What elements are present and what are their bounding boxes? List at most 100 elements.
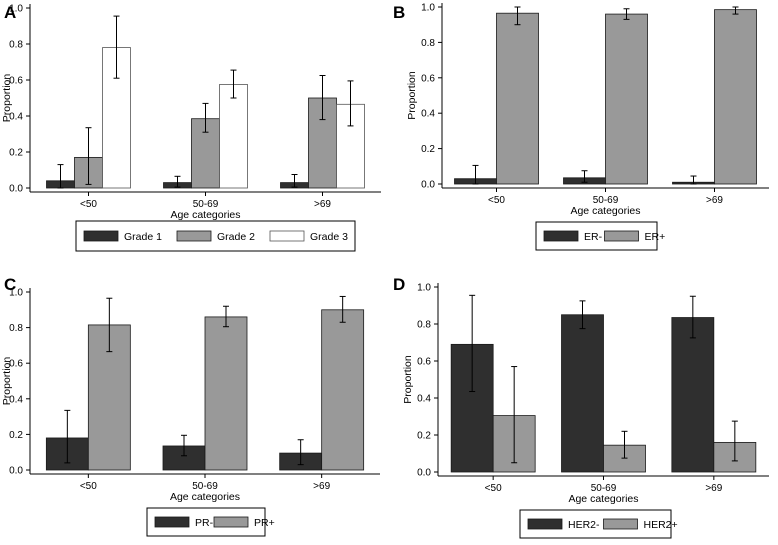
y-tick-label: 0.8	[417, 320, 431, 331]
y-tick-label: 0.0	[9, 184, 23, 195]
legend-swatch	[543, 230, 579, 242]
error-bar	[731, 420, 738, 462]
x-tick-label: 50-69	[193, 199, 219, 210]
legend-swatch	[604, 230, 639, 242]
chart-svg: C 0.0 0.2 0.4 0.6 0.8 1.0 Proportion <50 50-69 >69…	[1, 275, 380, 537]
y-tick-label: 0.2	[9, 148, 23, 159]
error-bar	[690, 175, 697, 185]
legend-swatch	[603, 518, 638, 530]
error-bar	[689, 295, 696, 339]
y-tick-label: 0.4	[9, 394, 23, 405]
error-bar	[202, 102, 209, 133]
legend-swatch	[176, 230, 212, 242]
x-tick-label: <50	[485, 483, 502, 494]
error-bar	[623, 8, 630, 20]
y-axis-title: Proportion	[406, 71, 418, 120]
bar-her2--1	[561, 314, 604, 473]
y-tick-label: 0.0	[9, 466, 23, 477]
x-tick-label: 50-69	[593, 195, 619, 206]
y-tick-label: 0.6	[421, 73, 435, 84]
panel-c-pr: C 0.0 0.2 0.4 0.6 0.8 1.0 Proportion <50 50-69 >69…	[0, 272, 389, 545]
x-tick-label: >69	[314, 199, 331, 210]
error-bar	[113, 15, 120, 79]
chart-svg: B 0.0 0.2 0.4 0.6 0.8 1.0 Proportion <50 50-69 >69…	[393, 3, 769, 251]
y-tick-label: 0.2	[9, 430, 23, 441]
legend-label: PR-	[195, 517, 214, 529]
panel-letter: C	[4, 275, 16, 294]
x-tick-label: 50-69	[192, 481, 218, 492]
x-axis-title: Age categories	[170, 209, 240, 221]
error-bar	[85, 127, 92, 185]
legend-label: Grade 2	[217, 231, 255, 243]
x-tick-label: <50	[488, 195, 505, 206]
bar-grade-3-1	[219, 84, 248, 189]
legend-box	[75, 220, 356, 252]
error-bar	[57, 164, 64, 189]
panel-letter: A	[4, 3, 16, 22]
x-axis-title: Age categories	[170, 491, 240, 503]
x-tick-label: 50-69	[591, 483, 617, 494]
error-bar	[732, 6, 739, 15]
error-bar	[339, 295, 346, 323]
chart-svg: A 0.0 0.2 0.4 0.6 0.8 1.0 Proportion <50 50-69 >69…	[1, 3, 381, 252]
y-tick-label: 0.6	[417, 357, 431, 368]
legend-label: HER2-	[568, 519, 600, 531]
legend-label: Grade 1	[124, 231, 162, 243]
x-tick-label: >69	[705, 483, 722, 494]
y-tick-label: 0.8	[421, 38, 435, 49]
error-bar	[514, 6, 521, 26]
y-axis-title: Proportion	[1, 74, 13, 123]
error-bar	[472, 164, 479, 185]
panel-letter: B	[393, 3, 405, 22]
x-axis-title: Age categories	[568, 493, 638, 505]
legend-label: PR+	[254, 517, 275, 529]
panel-letter: D	[393, 275, 405, 294]
chart-svg: D 0.0 0.2 0.4 0.6 0.8 1.0 Proportion <50 50-69 >69…	[393, 275, 769, 539]
legend-swatch	[527, 518, 563, 530]
y-tick-label: 0.8	[9, 40, 23, 51]
y-tick-label: 1.0	[9, 4, 23, 15]
legend-label: HER2+	[644, 519, 678, 531]
y-tick-label: 0.2	[417, 431, 431, 442]
x-axis-title: Age categories	[570, 205, 640, 217]
legend-swatch	[269, 230, 305, 242]
error-bar	[291, 174, 298, 188]
y-tick-label: 0.4	[9, 112, 23, 123]
y-tick-label: 0.4	[417, 394, 431, 405]
legend-label: Grade 3	[310, 231, 348, 243]
error-bar	[511, 366, 518, 464]
error-bar	[106, 297, 113, 353]
legend-label: ER+	[645, 231, 666, 243]
x-tick-label: >69	[706, 195, 723, 206]
y-axis-title: Proportion	[402, 355, 414, 404]
legend-swatch	[213, 516, 249, 528]
bar-her2--2	[671, 317, 715, 473]
error-bar	[181, 434, 187, 457]
panel-d-her2: D 0.0 0.2 0.4 0.6 0.8 1.0 Proportion <50 50-69 >69…	[389, 272, 778, 545]
error-bar	[469, 294, 476, 393]
x-tick-label: <50	[80, 481, 97, 492]
legend-swatch	[83, 230, 119, 242]
y-axis-title: Proportion	[1, 357, 13, 406]
error-bar	[581, 170, 588, 183]
y-tick-label: 0.4	[421, 109, 435, 120]
bar-er--2	[714, 9, 757, 185]
y-tick-label: 0.2	[421, 144, 435, 155]
error-bar	[223, 305, 229, 328]
bar-er--0	[496, 12, 539, 185]
y-tick-label: 0.6	[9, 76, 23, 87]
bar-pr--2	[321, 309, 365, 471]
y-tick-label: 0.6	[9, 359, 23, 370]
error-bar	[64, 409, 71, 464]
bar-er--1	[605, 13, 648, 185]
x-tick-label: >69	[313, 481, 330, 492]
y-tick-label: 0.0	[421, 180, 435, 191]
x-tick-label: <50	[80, 199, 97, 210]
error-bar	[621, 430, 628, 459]
error-bar	[347, 80, 354, 127]
error-bar	[579, 300, 586, 330]
y-tick-label: 0.8	[9, 323, 23, 334]
y-tick-label: 0.0	[417, 468, 431, 479]
legend-swatch	[154, 516, 190, 528]
error-bar	[230, 69, 237, 99]
